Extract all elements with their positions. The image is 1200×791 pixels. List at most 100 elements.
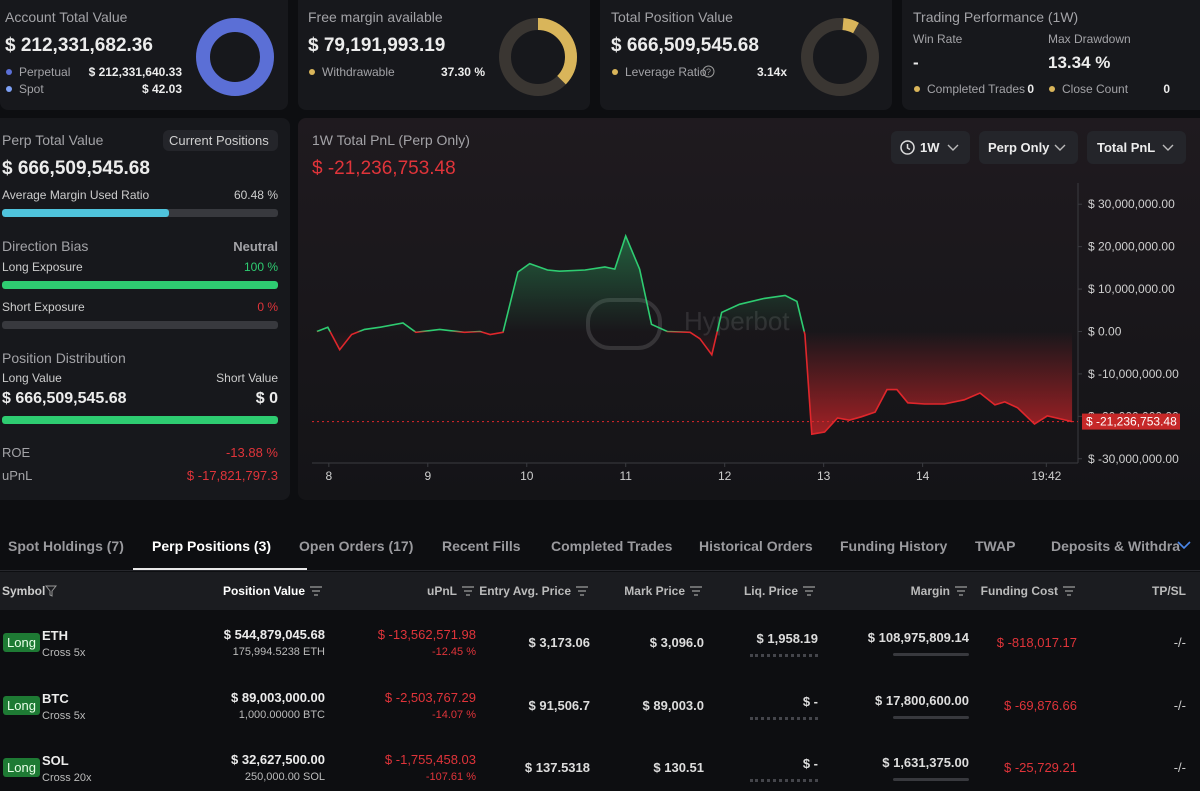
liq-scale [750, 779, 818, 782]
y-tick-label: $ 10,000,000.00 [1088, 282, 1175, 296]
x-tick-label: 9 [424, 469, 431, 483]
clock-icon [900, 140, 915, 155]
current-value-tag [1082, 413, 1180, 430]
mark-price: $ 3,096.0 [649, 635, 704, 650]
roe-label: ROE [2, 445, 31, 460]
margin-mode: Cross 5x [42, 710, 86, 722]
tab[interactable]: Open Orders (17) [299, 538, 414, 554]
select-label[interactable]: Perp Only [988, 140, 1050, 155]
margin-track [893, 778, 969, 781]
dist-label: Short Value [216, 371, 278, 385]
bar-track [2, 209, 278, 217]
donut-arc [499, 18, 577, 96]
item-label: Completed Trades [927, 82, 1026, 96]
tp-sl: -/- [1173, 698, 1186, 713]
legend-dot [6, 86, 12, 92]
tabs-more[interactable] [1176, 539, 1192, 551]
mark-price: $ 130.51 [653, 760, 704, 775]
summary-panel [0, 118, 290, 500]
tab[interactable]: TWAP [975, 538, 1016, 554]
item-label: Perpetual [19, 65, 71, 79]
tab[interactable]: Recent Fills [442, 538, 521, 554]
upnl-percent: -12.45 % [431, 646, 476, 658]
donuts [196, 18, 879, 96]
panel-title: Perp Total Value [2, 132, 104, 148]
select-label[interactable]: Total PnL [1097, 140, 1156, 155]
margin-track [893, 653, 969, 656]
mark-price: $ 89,003.0 [642, 698, 704, 713]
dist-value: $ 0 [255, 390, 278, 407]
symbol: ETH [42, 628, 68, 643]
upnl-label: uPnL [2, 468, 33, 483]
button-label[interactable]: Current Positions [169, 133, 269, 148]
dist-value: $ 666,509,545.68 [2, 390, 127, 407]
item-label: Leverage Ratio [625, 65, 707, 79]
bar-label: Short Exposure [2, 300, 85, 314]
liq-scale [750, 717, 818, 720]
entry-price: $ 91,506.7 [528, 698, 590, 713]
legend-dot [309, 69, 315, 75]
tab[interactable]: Perp Positions (3) [152, 538, 272, 554]
section-title: Position Distribution [2, 350, 126, 366]
bar-value: 0 % [257, 300, 278, 314]
liq-price: $ - [802, 756, 818, 771]
upnl-value: $ -17,821,797.3 [186, 468, 278, 483]
svg-text:?: ? [706, 67, 711, 77]
liq-price: $ - [802, 694, 818, 709]
side-badge: Long [3, 633, 40, 652]
legend-dot [1049, 86, 1055, 92]
funding-cost: $ -25,729.21 [1003, 760, 1077, 775]
tab-bar: Spot Holdings (7) Perp Positions (3) Open … [0, 522, 1200, 571]
card-value: $ 666,509,545.68 [611, 35, 759, 56]
tab[interactable]: Funding History [840, 538, 948, 554]
x-tick-label: 13 [817, 469, 831, 483]
donut-account [196, 18, 274, 96]
y-tick-label: $ -30,000,000.00 [1088, 452, 1179, 466]
x-tick-label: 14 [916, 469, 930, 483]
tp-sl: -/- [1173, 760, 1186, 775]
entry-price: $ 3,173.06 [528, 635, 590, 650]
tab-underline [133, 568, 307, 570]
tab[interactable]: Spot Holdings (7) [8, 538, 124, 554]
upnl-percent: -107.61 % [425, 771, 476, 783]
dist-label: Long Value [2, 371, 62, 385]
side-badge: Long [3, 696, 40, 715]
current-positions-button[interactable] [163, 130, 278, 151]
liq-scale [750, 654, 818, 657]
bar [2, 209, 169, 217]
y-tick-label: $ 0.00 [1088, 324, 1122, 338]
entry-price: $ 137.5318 [524, 760, 590, 775]
item-value: 37.30 % [440, 65, 485, 79]
item-label: Close Count [1062, 82, 1129, 96]
direction-value: Neutral [233, 239, 278, 254]
bar-track [2, 321, 278, 329]
item-value: $ 212,331,640.33 [88, 65, 182, 79]
margin-mode: Cross 20x [42, 772, 92, 784]
upnl: $ -2,503,767.29 [384, 690, 476, 705]
position-size: 1,000.00000 BTC [238, 709, 325, 721]
donut-track [801, 18, 879, 96]
position-value: $ 89,003,000.00 [231, 690, 325, 705]
bar [2, 281, 278, 289]
item-value: 0 [1027, 82, 1034, 96]
bar-value: 100 % [243, 260, 278, 274]
margin: $ 17,800,600.00 [875, 693, 969, 708]
x-tick-label: 10 [520, 469, 534, 483]
legend-dot [914, 86, 920, 92]
tab[interactable]: Historical Orders [699, 538, 813, 554]
item-value: 3.14x [756, 65, 787, 79]
stat-value: - [913, 53, 919, 72]
position-size: 175,994.5238 ETH [232, 646, 325, 658]
liq-price: $ 1,958.19 [756, 631, 818, 646]
stat-label: Win Rate [913, 32, 963, 46]
select-label[interactable]: 1W [920, 140, 940, 155]
symbol: BTC [42, 691, 69, 706]
funding-cost: $ -69,876.66 [1003, 698, 1077, 713]
item-label: Withdrawable [322, 65, 395, 79]
position-value: $ 32,627,500.00 [231, 752, 325, 767]
legend-dot [612, 69, 618, 75]
x-tick-label: 19:42 [1031, 469, 1061, 483]
tab[interactable]: Completed Trades [551, 538, 673, 554]
tab[interactable]: Deposits & Withdra [1051, 538, 1180, 554]
